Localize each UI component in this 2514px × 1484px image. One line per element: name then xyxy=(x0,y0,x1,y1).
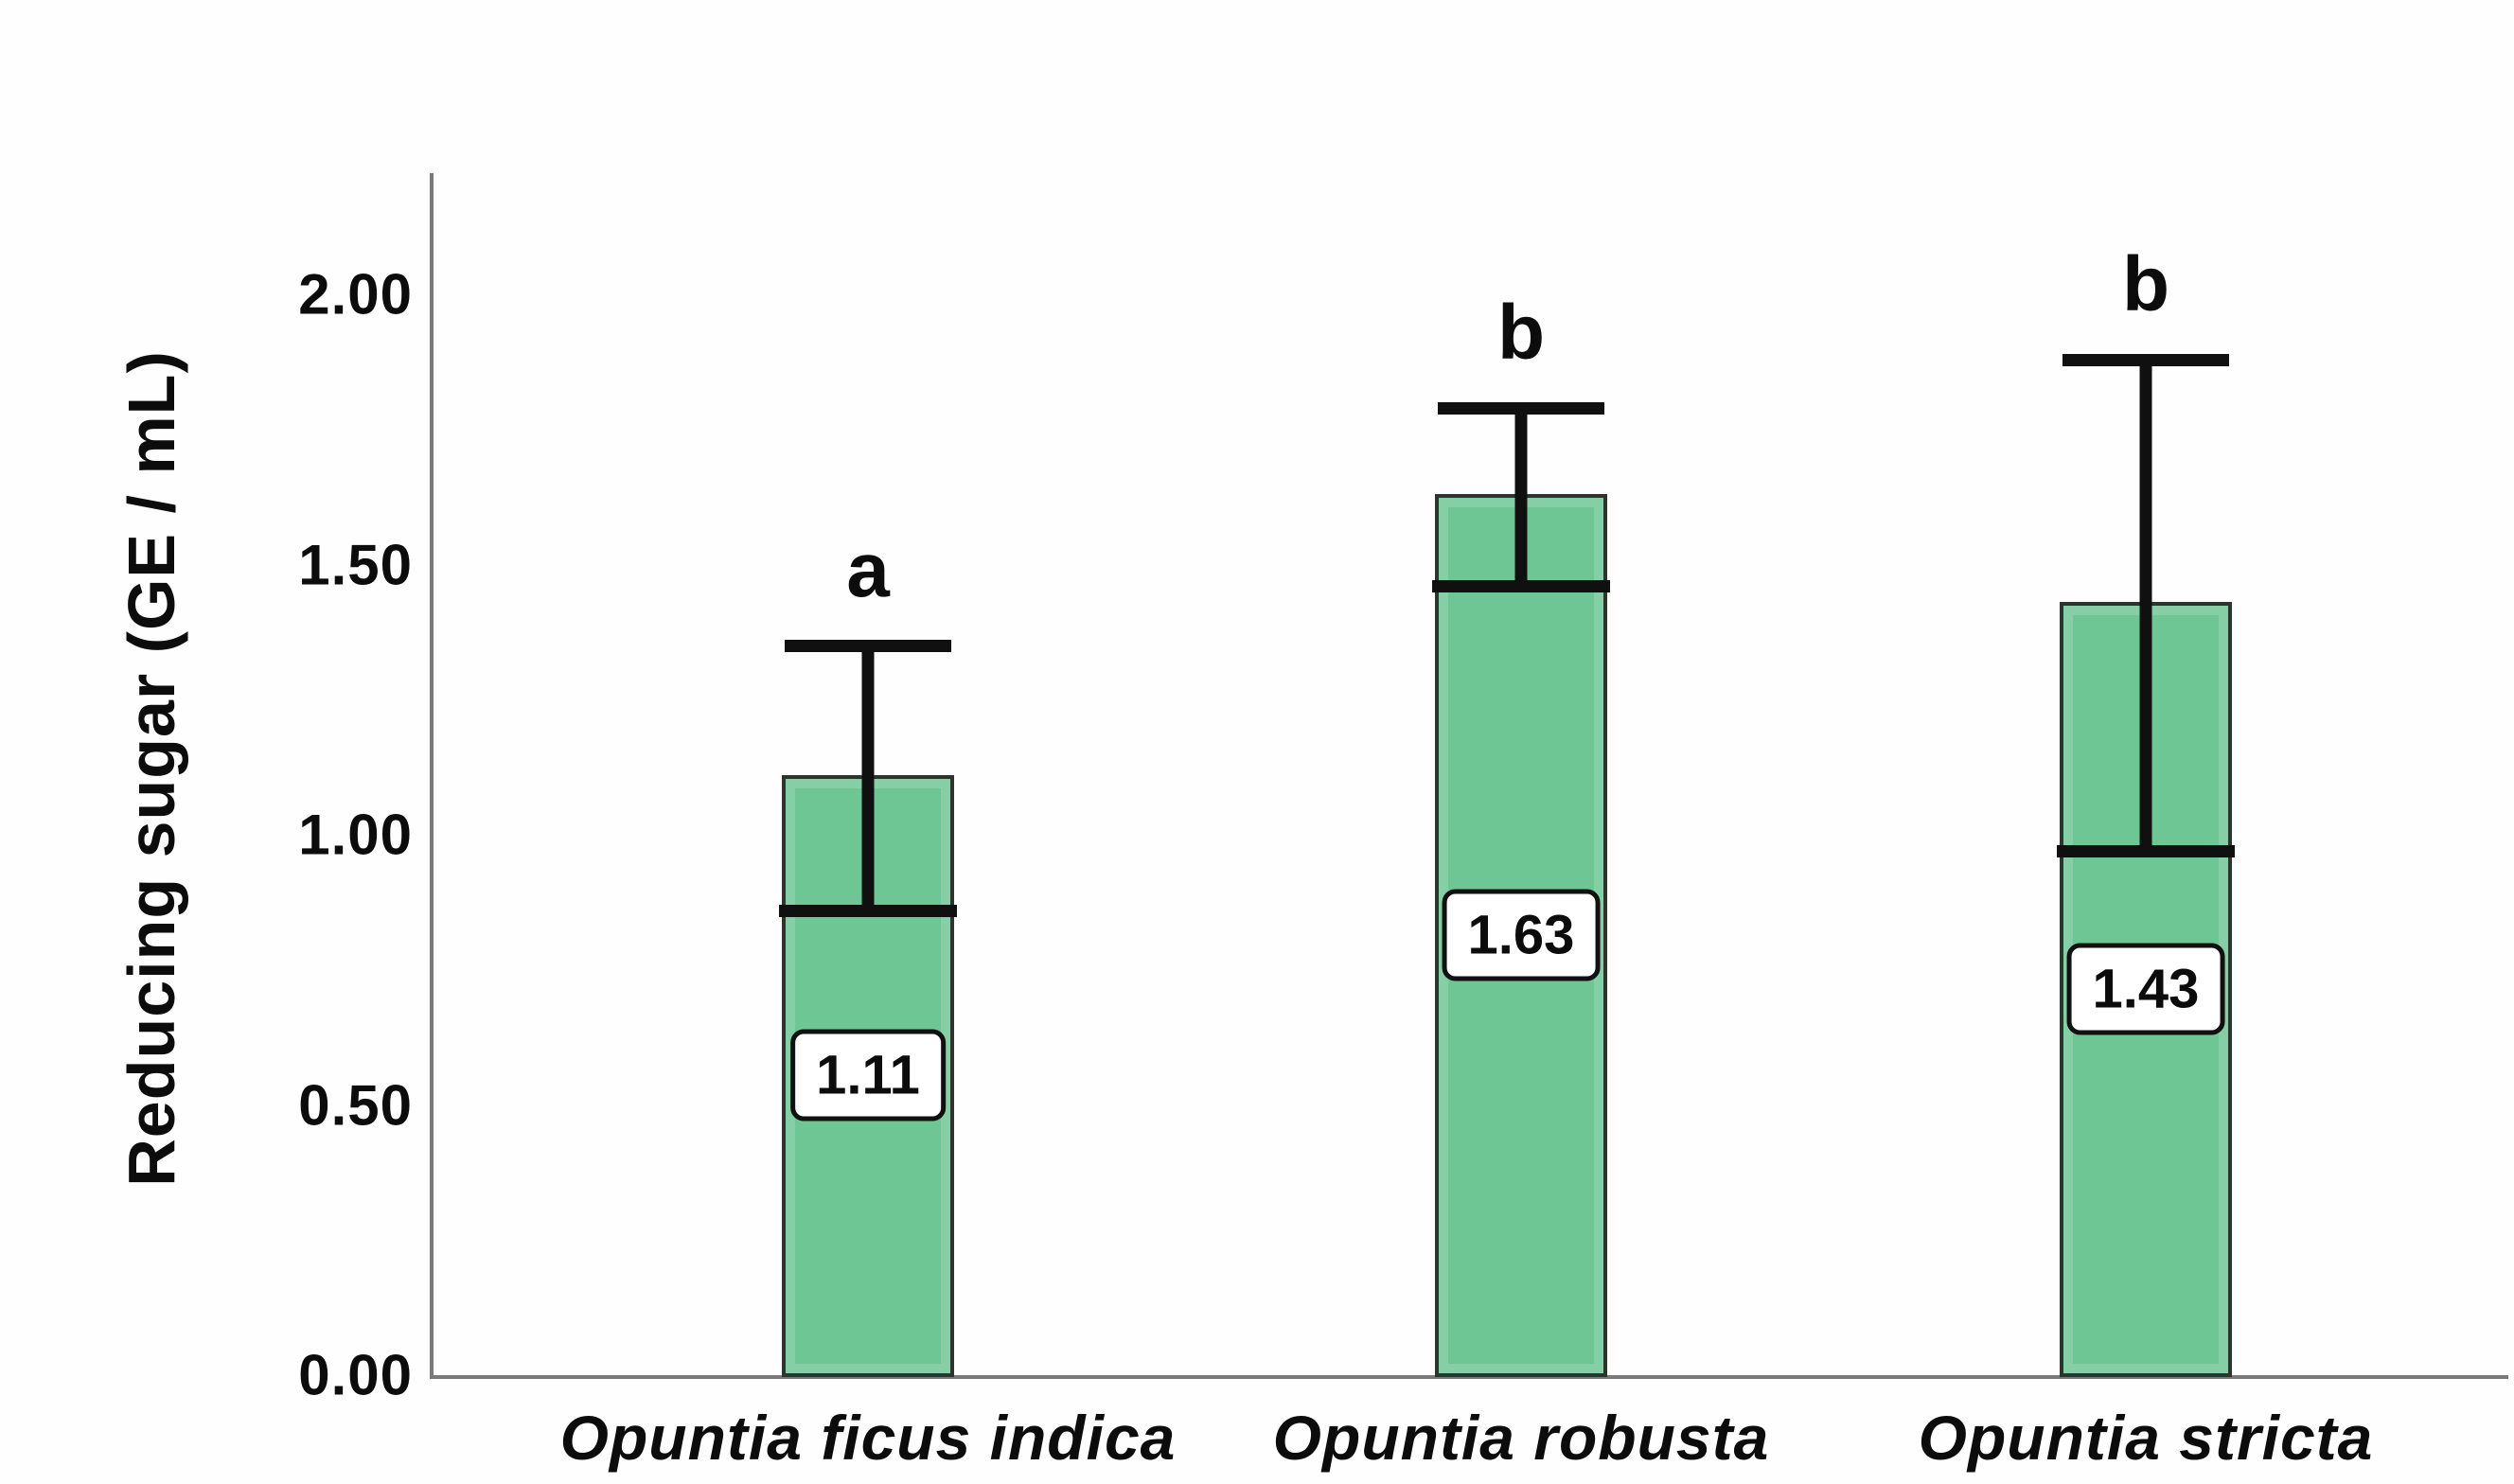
error-bar-bottom-cap xyxy=(779,904,957,917)
y-tick-label: 1.00 xyxy=(298,803,413,867)
error-bar-stem xyxy=(861,640,875,910)
y-axis-title: Reducing sugar (GE / mL) xyxy=(115,350,188,1187)
x-category-label: Opuntia ficus indica xyxy=(559,1403,1177,1473)
error-bar-bottom-cap xyxy=(1432,580,1610,593)
x-category-label: Opuntia stricta xyxy=(1918,1403,2374,1473)
error-bar-bottom-cap xyxy=(2057,845,2235,858)
error-bar-top-cap xyxy=(2063,353,2229,366)
x-axis-line xyxy=(430,1375,2508,1379)
x-category-label: Opuntia robusta xyxy=(1272,1403,1770,1473)
y-tick-label: 1.50 xyxy=(298,533,413,596)
y-axis-line xyxy=(430,173,434,1379)
error-bar-top-cap xyxy=(785,640,951,653)
value-label-box: 1.43 xyxy=(2066,943,2225,1035)
y-tick-label: 0.00 xyxy=(298,1343,413,1407)
significance-letter: b xyxy=(1496,290,1546,377)
error-bar-top-cap xyxy=(1438,402,1604,415)
value-label-box: 1.11 xyxy=(790,1029,946,1122)
significance-letter: a xyxy=(846,527,890,614)
error-bar-stem xyxy=(1514,402,1528,587)
y-tick-label: 2.00 xyxy=(298,262,413,327)
significance-letter: b xyxy=(2121,240,2170,327)
value-label-box: 1.63 xyxy=(1442,889,1601,981)
error-bar-stem xyxy=(2139,353,2152,852)
y-tick-label: 0.50 xyxy=(298,1073,413,1137)
